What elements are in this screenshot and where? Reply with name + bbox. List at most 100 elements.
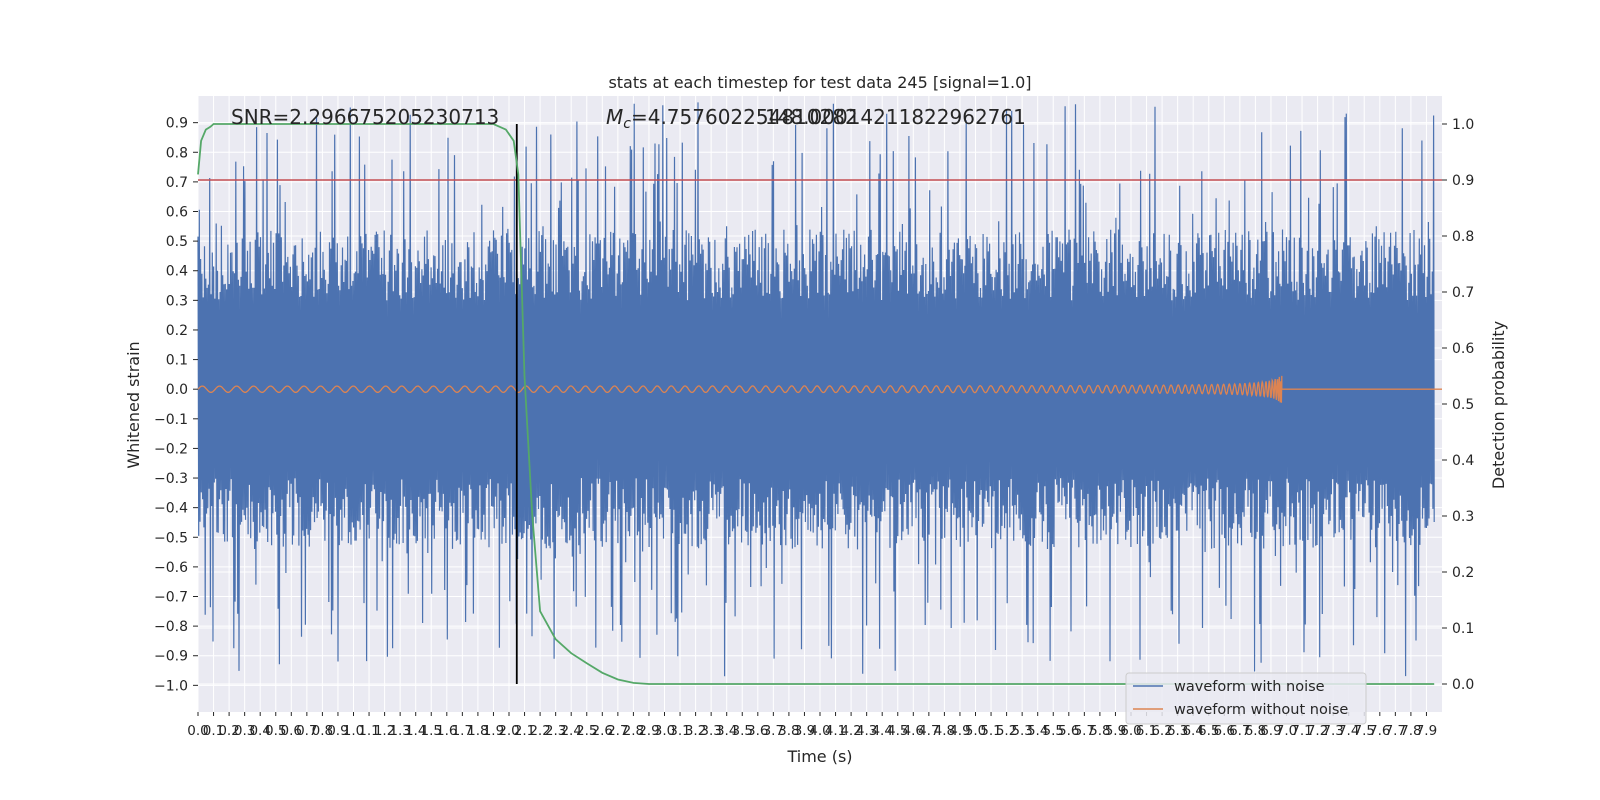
y2-tick-label: 0.9 [1452, 173, 1474, 189]
x-tick-label: 4.4 [871, 723, 892, 739]
x-tick-label: 1.0 [343, 723, 364, 739]
y2-tick-label: 0.5 [1452, 397, 1474, 413]
x-tick-label: 6.3 [1167, 723, 1188, 739]
x-tick-label: 5.7 [1074, 723, 1095, 739]
x-tick-label: 4.9 [949, 723, 970, 739]
snr-annotation: SNR=2.296675205230713 [231, 105, 499, 129]
x-tick-label: 1.7 [452, 723, 473, 739]
x-tick-label: 6.2 [1151, 723, 1172, 739]
overlay-lines [198, 124, 1442, 684]
x-tick-label: 5.3 [1011, 723, 1032, 739]
chirp-trace [197, 375, 1442, 403]
y-tick-label: 0.7 [166, 175, 188, 191]
x-tick-label: 5.6 [1058, 723, 1079, 739]
y-tick-label: −0.7 [154, 590, 188, 606]
y-tick-label: 0.8 [166, 145, 188, 161]
legend-box [1125, 672, 1367, 725]
y-tick-label: −0.5 [154, 530, 188, 546]
x-tick-label: 3.2 [685, 723, 706, 739]
x-axis-label: Time (s) [786, 747, 852, 766]
x-tick-label: 4.1 [825, 723, 846, 739]
series-waveform-without-noise [197, 375, 1442, 403]
x-tick-label: 6.1 [1136, 723, 1157, 739]
y2-tick-label: 0.7 [1452, 285, 1474, 301]
x-tick-label: 4.7 [918, 723, 939, 739]
y-tick-label: 0.0 [166, 382, 188, 398]
y-tick-label: −0.6 [154, 560, 188, 576]
y-tick-label: −0.8 [154, 619, 188, 635]
series-waveform-with-noise [197, 102, 1435, 677]
x-tick-label: 4.2 [840, 723, 861, 739]
x-tick-label: 1.9 [483, 723, 504, 739]
noise-trace [197, 102, 1435, 677]
x-tick-label: 5.5 [1043, 723, 1064, 739]
x-tick-label: 4.6 [903, 723, 924, 739]
legend-label-clean: waveform without noise [1174, 702, 1348, 718]
y2-tick-label: 0.1 [1452, 621, 1474, 637]
y2-tick-label: 0.6 [1452, 341, 1474, 357]
x-tick-label: 5.1 [980, 723, 1001, 739]
y-tick-label: 0.4 [166, 264, 188, 280]
mc-symbol: M [606, 105, 623, 129]
y-axis-label: Whitened strain [124, 341, 143, 468]
x-tick-label: 6.5 [1198, 723, 1219, 739]
x-tick-label: 7.5 [1354, 723, 1375, 739]
x-tick-label: 1.2 [374, 723, 395, 739]
x-tick-label: 2.3 [545, 723, 566, 739]
mc-value: =4.757602254810282 [631, 105, 858, 129]
legend: waveform with noise waveform without noi… [1125, 672, 1367, 725]
x-tick-label: 2.4 [560, 723, 581, 739]
y-axis-right: 1.0 0.9 0.8 0.7 0.6 0.5 0.4 0.3 0.2 0.1 0.0 [1442, 117, 1474, 693]
x-tick-label: 7.7 [1385, 723, 1406, 739]
y-tick-label: −0.2 [154, 441, 188, 457]
x-tick-label: 6.8 [1245, 723, 1266, 739]
x-tick-label: 6.4 [1182, 723, 1203, 739]
x-tick-label: 7.1 [1291, 723, 1312, 739]
x-tick-label: 3.0 [654, 723, 675, 739]
y2-tick-label: 0.8 [1452, 229, 1474, 245]
x-tick-label: 2.9 [638, 723, 659, 739]
x-tick-label: 2.1 [514, 723, 535, 739]
y2-axis-label: Detection probability [1489, 321, 1508, 489]
overlapping-annotation: 148.00014211822962761 [765, 105, 1026, 129]
x-tick-label: 0.8 [312, 723, 333, 739]
chart-title: stats at each timestep for test data 245… [608, 73, 1031, 92]
x-tick-label: 2.8 [623, 723, 644, 739]
x-tick-label: 2.0 [498, 723, 519, 739]
x-tick-label: 0.9 [327, 723, 348, 739]
x-tick-label: 1.6 [436, 723, 457, 739]
x-tick-label: 7.0 [1276, 723, 1297, 739]
x-tick-label: 6.0 [1120, 723, 1141, 739]
x-tick-label: 0.3 [234, 723, 255, 739]
probability-trace [197, 123, 1435, 685]
y-tick-label: 0.6 [166, 205, 188, 221]
x-tick-label: 3.5 [732, 723, 753, 739]
y-tick-label: −0.9 [154, 649, 188, 665]
y-tick-label: 0.3 [166, 293, 188, 309]
y2-tick-label: 0.4 [1452, 453, 1474, 469]
x-tick-label: 5.2 [996, 723, 1017, 739]
x-tick-label: 0.0 [187, 723, 208, 739]
x-tick-label: 3.9 [794, 723, 815, 739]
x-tick-label: 6.7 [1229, 723, 1250, 739]
x-tick-label: 2.7 [607, 723, 628, 739]
x-tick-label: 1.3 [389, 723, 410, 739]
x-tick-label: 1.4 [405, 723, 426, 739]
x-tick-label: 4.8 [934, 723, 955, 739]
y-tick-label: 0.2 [166, 323, 188, 339]
x-tick-label: 5.4 [1027, 723, 1048, 739]
y2-tick-label: 0.0 [1452, 677, 1474, 693]
x-tick-label: 6.9 [1260, 723, 1281, 739]
x-tick-label: 5.9 [1105, 723, 1126, 739]
chirp-mass-annotation: Mc=4.757602254810282 [606, 105, 858, 132]
y2-tick-label: 0.3 [1452, 509, 1474, 525]
x-tick-label: 3.8 [778, 723, 799, 739]
x-tick-label: 0.2 [218, 723, 239, 739]
x-tick-label: 7.2 [1307, 723, 1328, 739]
x-axis: 0.00.10.20.30.40.50.60.70.80.91.01.11.21… [187, 712, 1437, 739]
x-tick-label: 7.9 [1416, 723, 1437, 739]
x-tick-label: 4.5 [887, 723, 908, 739]
y-tick-label: 0.1 [166, 353, 188, 369]
x-tick-label: 0.7 [296, 723, 317, 739]
